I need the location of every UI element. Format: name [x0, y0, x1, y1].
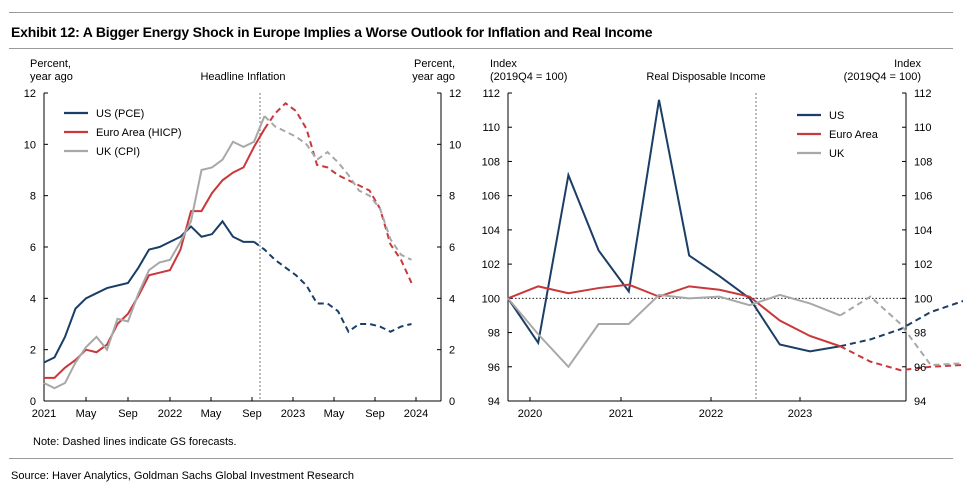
y-axis-title-left: (2019Q4 = 100): [490, 71, 567, 83]
y-tick-label-left: 0: [30, 396, 36, 408]
x-tick-label: 2024: [404, 408, 428, 420]
y-tick-label-right: 106: [914, 191, 932, 203]
y-tick-label-left: 2: [30, 345, 36, 357]
y-tick-label-right: 96: [914, 362, 926, 374]
legend-label-euro: Euro Area: [829, 129, 879, 141]
top-rule: [9, 12, 953, 13]
x-tick-label: Sep: [365, 408, 385, 420]
y-tick-label-right: 10: [449, 139, 461, 151]
bottom-rule: [9, 458, 953, 459]
x-tick-label: 2020: [518, 408, 542, 420]
series-line-us-actual: [43, 219, 254, 364]
y-tick-label-left: 6: [30, 242, 36, 254]
y-tick-label-right: 6: [449, 242, 455, 254]
series-line-euro-forecast: [839, 345, 963, 372]
chart-note: Note: Dashed lines indicate GS forecasts…: [33, 436, 237, 448]
x-tick-label: May: [201, 408, 222, 420]
y-tick-label-right: 112: [914, 88, 932, 100]
x-tick-label: 2023: [788, 408, 812, 420]
y-tick-label-left: 112: [482, 88, 500, 100]
x-tick-label: May: [76, 408, 97, 420]
title-rule: [9, 48, 953, 49]
y-axis-title-right: (2019Q4 = 100): [844, 71, 921, 83]
y-tick-label-right: 0: [449, 396, 455, 408]
panel-title: Headline Inflation: [200, 71, 285, 83]
x-tick-label: 2023: [281, 408, 305, 420]
y-tick-label-right: 102: [914, 259, 932, 271]
series-line-uk-forecast: [839, 295, 963, 367]
x-tick-label: 2022: [158, 408, 182, 420]
y-axis-title-left: Index: [490, 58, 517, 70]
y-tick-label-right: 104: [914, 225, 932, 237]
y-axis-title-right: Percent,: [414, 58, 455, 70]
y-tick-label-right: 108: [914, 156, 932, 168]
y-axis-title-left: Percent,: [30, 58, 71, 70]
x-tick-label: Sep: [242, 408, 262, 420]
y-tick-label-left: 10: [24, 139, 36, 151]
series-line-us-actual: [507, 99, 841, 353]
series-line-us-forecast: [839, 300, 963, 348]
y-tick-label-right: 4: [449, 293, 455, 305]
y-tick-label-right: 12: [449, 88, 461, 100]
y-tick-label-right: 2: [449, 345, 455, 357]
y-tick-label-left: 110: [482, 122, 500, 134]
legend-label-uk: UK: [829, 148, 845, 160]
legend-label-us: US (PCE): [96, 108, 144, 120]
y-tick-label-right: 8: [449, 191, 455, 203]
y-tick-label-left: 4: [30, 293, 36, 305]
y-tick-label-right: 98: [914, 328, 926, 340]
legend-label-us: US: [829, 110, 844, 122]
y-tick-label-right: 94: [914, 396, 926, 408]
y-tick-label-left: 102: [482, 259, 500, 271]
x-tick-label: Sep: [118, 408, 138, 420]
y-tick-label-left: 96: [488, 362, 500, 374]
y-tick-label-left: 8: [30, 191, 36, 203]
x-tick-label: 2021: [32, 408, 56, 420]
exhibit-title: Exhibit 12: A Bigger Energy Shock in Eur…: [11, 24, 653, 40]
y-tick-label-left: 94: [488, 396, 500, 408]
y-tick-label-left: 108: [482, 156, 500, 168]
series-line-euro-actual: [507, 283, 841, 348]
series-line-uk-actual: [507, 293, 841, 369]
series-line-euro-actual: [44, 128, 266, 379]
legend-label-uk: UK (CPI): [96, 146, 140, 158]
x-tick-label: 2022: [699, 408, 723, 420]
y-axis-title-right: Index: [894, 58, 921, 70]
panel-title: Real Disposable Income: [646, 71, 765, 83]
chart-panel-1: [43, 92, 442, 402]
series-line-uk-actual: [43, 115, 266, 390]
series-line-us-forecast: [253, 241, 412, 334]
x-tick-label: 2021: [609, 408, 633, 420]
source-line: Source: Haver Analytics, Goldman Sachs G…: [11, 470, 354, 482]
x-tick-label: May: [324, 408, 345, 420]
series-line-uk-forecast: [263, 115, 412, 261]
y-tick-label-right: 110: [914, 122, 932, 134]
y-tick-label-left: 106: [482, 191, 500, 203]
y-tick-label-right: 100: [914, 293, 932, 305]
series-line-euro-forecast: [263, 101, 413, 284]
y-tick-label-left: 12: [24, 88, 36, 100]
y-axis-title-left: year ago: [30, 71, 73, 83]
y-axis-title-right: year ago: [412, 71, 455, 83]
legend-label-euro: Euro Area (HICP): [96, 127, 182, 139]
y-tick-label-left: 104: [482, 225, 500, 237]
chart-panel-2: [507, 92, 963, 402]
y-tick-label-left: 98: [488, 328, 500, 340]
y-tick-label-left: 100: [482, 293, 500, 305]
